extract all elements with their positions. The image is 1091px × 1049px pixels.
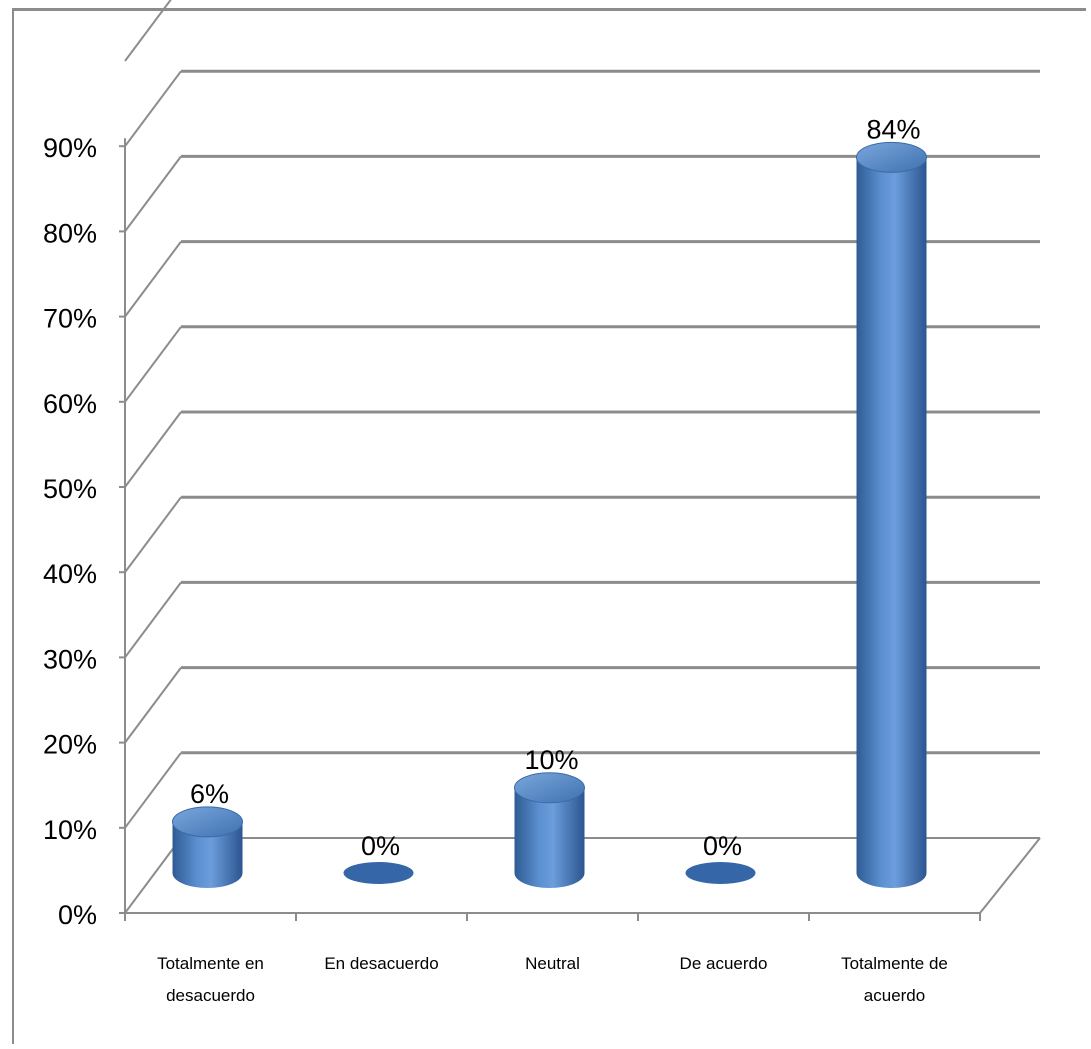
y-tick-label: 30% bbox=[43, 644, 97, 674]
bar-body bbox=[172, 821, 243, 889]
data-label: 84% bbox=[866, 114, 920, 144]
y-tick-label: 0% bbox=[58, 900, 97, 930]
side-gridline-60 bbox=[124, 326, 182, 403]
labels-layer: 0% 10% 20% 30% 40% 50% 60% 70% 80% 90% Totalmente … bbox=[43, 114, 948, 1005]
data-label: 0% bbox=[703, 831, 742, 861]
side-gridline-0 bbox=[124, 837, 182, 914]
bar-1 bbox=[343, 862, 414, 884]
bar-2 bbox=[514, 772, 585, 889]
bar-cap bbox=[856, 141, 927, 173]
floor-right-edge bbox=[979, 837, 1041, 914]
side-gridline-50 bbox=[124, 411, 182, 488]
side-gridline-30 bbox=[124, 581, 182, 658]
y-tick-label: 40% bbox=[43, 559, 97, 589]
y-tick-label: 80% bbox=[43, 218, 97, 248]
y-tick-label: 70% bbox=[43, 304, 97, 334]
side-gridline-80 bbox=[124, 155, 182, 232]
bar-body bbox=[514, 787, 585, 889]
bar-flat-disc bbox=[343, 862, 414, 884]
side-gridline-90 bbox=[124, 70, 182, 147]
side-gridline-10 bbox=[124, 752, 182, 829]
bar-cap bbox=[514, 772, 585, 804]
data-label: 10% bbox=[524, 745, 578, 775]
side-gridline-20 bbox=[124, 667, 182, 744]
x-category-label: De acuerdo bbox=[680, 954, 768, 973]
x-category-label: Totalmente de acuerdo bbox=[841, 954, 948, 1005]
bar-0 bbox=[172, 806, 243, 889]
y-tick-label: 90% bbox=[43, 133, 97, 163]
x-category-label: Neutral bbox=[525, 954, 580, 973]
side-gridline-70 bbox=[124, 241, 182, 318]
side-gridline-100 bbox=[124, 0, 172, 62]
y-tick-label: 20% bbox=[43, 730, 97, 760]
bar-body bbox=[856, 157, 927, 889]
data-label: 6% bbox=[190, 779, 229, 809]
y-tick-label: 60% bbox=[43, 389, 97, 419]
y-tick-label: 10% bbox=[43, 815, 97, 845]
bar-flat-disc bbox=[685, 862, 756, 884]
bar-3 bbox=[685, 862, 756, 884]
x-category-label: En desacuerdo bbox=[324, 954, 438, 973]
bar-cap bbox=[172, 806, 243, 838]
bars-layer bbox=[172, 141, 927, 889]
y-tick-label: 50% bbox=[43, 474, 97, 504]
side-gridline-40 bbox=[124, 496, 182, 573]
bar-4 bbox=[856, 141, 927, 889]
x-category-label: Totalmente en desacuerdo bbox=[157, 954, 264, 1005]
data-label: 0% bbox=[361, 831, 400, 861]
